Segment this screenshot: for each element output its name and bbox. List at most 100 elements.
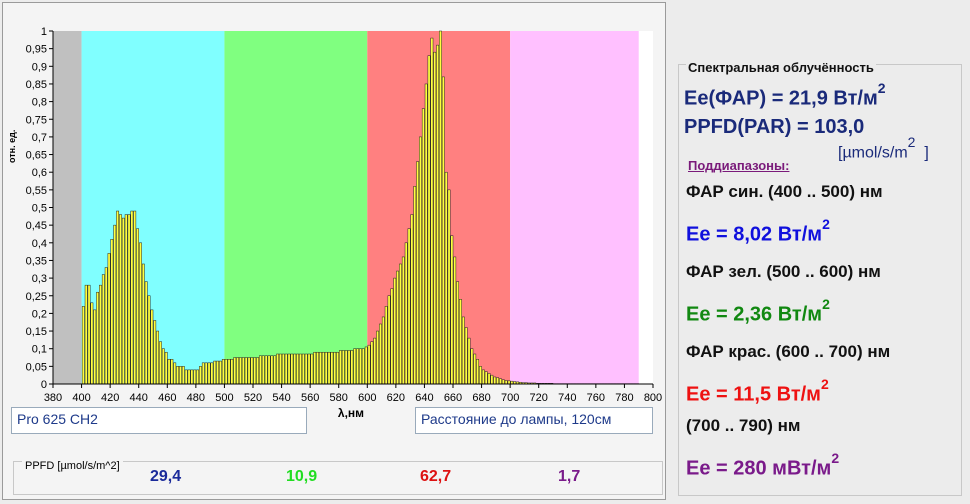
spectrum-bar [276,353,279,385]
spectrum-bar [304,353,308,385]
lamp-name-field[interactable]: Pro 625 CH2 [11,407,307,434]
spectrum-bar [324,351,328,385]
spectrum-bar [453,256,457,385]
y-tick-label: 0,8 [32,97,47,109]
spectrum-bar [381,316,385,385]
spectrum-bar [407,228,411,385]
spectrum-bar [399,263,402,385]
spectrum-bar [421,108,425,385]
x-tick-label: 400 [72,392,90,404]
spectrum-bar [490,374,494,385]
band-red-label: ФАР крас. (600 .. 700) нм [686,342,891,361]
spectrum-bar [487,373,491,385]
distance-field[interactable]: Расстояние до лампы, 120см [415,407,653,434]
band-blue-label: ФАР син. (400 .. 500) нм [686,182,883,201]
y-tick-label: 0,7 [32,132,47,144]
spectrum-bar [379,323,382,385]
spectrum-bar [450,235,454,385]
spectrum-bar [136,228,140,385]
spectrum-bar [184,369,188,385]
spectrum-bar [244,357,248,385]
y-tick-label: 0,15 [26,326,47,338]
spectrum-bar [164,351,168,385]
spectrum-bar [130,210,134,385]
y-axis-label: отн. ед. [7,129,17,163]
spectrum-bar [176,366,180,385]
spectrum-bar [501,379,505,385]
spectrum-bar [201,362,205,385]
spectrum-bar [390,288,394,385]
spectrum-bar [473,353,477,385]
spectrum-bar [393,277,397,385]
x-tick-label: 700 [501,392,519,404]
ppfd-red-value: 62,7 [420,468,452,485]
spectrum-bar [159,341,162,385]
spectrum-bar [216,360,220,385]
y-tick-label: 0,35 [26,255,47,267]
spectrum-bar [496,377,499,385]
spectrum-bar [319,351,322,385]
band-4 [510,31,639,384]
ppfd-green-value: 10,9 [286,468,318,485]
y-tick-label: 0,45 [26,220,47,232]
spectrum-bar [110,239,114,385]
spectrum-bar [93,309,97,385]
x-tick-label: 720 [530,392,548,404]
spectrum-bar [247,357,251,385]
spectrum-bar [150,309,154,385]
spectrum-bar [353,348,357,385]
spectrum-chart: 0 0,05 0,1 0,15 0,2 0,25 0,3 0,35 0,4 0,45 0,5 0,55… [26,26,663,420]
spectrum-bar [504,380,508,385]
spectrum-bar [424,83,428,385]
x-tick-label: 440 [130,392,148,404]
spectrum-bar [359,348,362,385]
spectrum-bar [441,76,445,385]
spectrum-bar [236,357,240,385]
spectrum-bar [104,267,108,385]
ppfd-par-unit: [µmol/s/m2 ] [838,134,929,162]
y-tick-label: 0,95 [26,44,47,56]
spectrum-bar [467,337,471,385]
band-red-value: Ee = 11,5 Вт/м2 [686,376,829,406]
spectrum-bar [96,291,99,385]
spectrum-bar [124,214,128,385]
spectrum-bar [296,353,299,385]
spectrum-bar [333,351,337,385]
x-tick-label: 660 [444,392,462,404]
x-tick-label: 760 [587,392,605,404]
spectrum-bar [179,366,182,385]
spectrum-bar [356,348,359,385]
spectrum-bar [239,357,242,385]
spectrum-bar [404,242,408,385]
ppfd-farred-value: 1,7 [558,468,581,485]
spectrum-bar [161,348,165,385]
ppfd-blue-value: 29,4 [150,468,182,485]
x-tick-label: 420 [101,392,119,404]
y-tick-label: 0,3 [32,273,47,285]
band-green-value: Ee = 2,36 Вт/м2 [686,296,830,326]
y-tick-label: 0,75 [26,114,47,126]
x-tick-label: 560 [301,392,319,404]
spectrum-bar [281,353,285,385]
spectrum-bar [344,350,348,385]
x-tick-label: 500 [215,392,233,404]
spectrum-bar [250,357,254,385]
y-tick-label: 0,9 [32,61,47,73]
spectrum-bar [259,355,262,385]
irradiance-panel: Спектральная облучённость Ee(ФАР) = 21,9… [672,0,970,504]
spectrum-bar [464,327,468,385]
ppfd-par-value: PPFD(PAR) = 103,0 [684,116,865,138]
spectrum-bar [213,360,217,385]
spectrum-bar [133,210,137,385]
spectrum-bar [87,284,91,385]
spectrum-bar [293,353,297,385]
spectrum-bar [347,350,351,385]
spectrum-bar [261,355,265,385]
x-tick-label: 800 [644,392,662,404]
spectrum-bar [341,350,345,385]
y-tick-label: 0,5 [32,203,47,215]
spectrum-bar [499,378,502,385]
y-tick-label: 0,55 [26,185,47,197]
spectrum-bar [156,330,160,385]
spectrum-bar [384,306,388,385]
